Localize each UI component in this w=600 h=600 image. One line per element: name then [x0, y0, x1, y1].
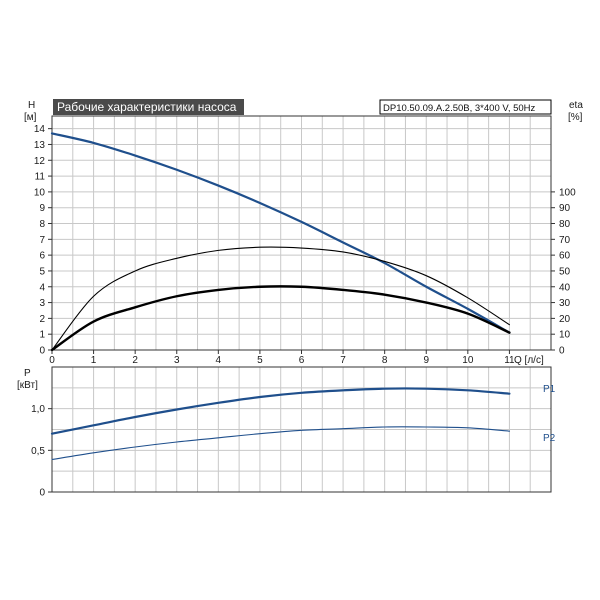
right-y-tick-label: 70 — [559, 235, 571, 246]
title-background — [53, 99, 244, 115]
bottom-frame — [51, 366, 552, 493]
x-tick-label: 10 — [462, 355, 474, 366]
right-y-tick-label: 40 — [559, 282, 571, 293]
bottom-plot-border — [51, 366, 552, 493]
right-y-tick-label: 50 — [559, 266, 571, 277]
right-y-tick-label: 10 — [559, 330, 571, 341]
x-axis-label-q: Q [л/с] — [514, 355, 544, 366]
right-y-tick-label: 80 — [559, 219, 571, 230]
left-y-tick-label: 6 — [39, 251, 45, 262]
top-series — [50, 132, 511, 352]
left-y-tick-label: 13 — [34, 140, 46, 151]
x-tick-label: 5 — [257, 355, 263, 366]
right-y-tick-label: 60 — [559, 251, 571, 262]
left-y-tick-label: 3 — [39, 298, 45, 309]
top-ticks: 0 1 2 3 4 5 6 7 8 9 10 1101234567891011121314010203… — [34, 124, 576, 366]
bottom-y-tick-label: 1,0 — [31, 404, 45, 415]
left-y-tick-label: 9 — [39, 203, 45, 214]
x-tick-label: 9 — [423, 355, 429, 366]
x-tick-label: 6 — [299, 355, 305, 366]
x-tick-label: 1 — [91, 355, 97, 366]
left-y-tick-label: 4 — [39, 282, 45, 293]
left-y-tick-label: 8 — [39, 219, 45, 230]
left-axis-label-h-unit: [м] — [24, 112, 37, 123]
right-y-tick-label: 30 — [559, 298, 571, 309]
bottom-y-tick-label: 0 — [39, 488, 45, 499]
bottom-grid — [51, 366, 552, 493]
x-tick-label: 3 — [174, 355, 180, 366]
x-tick-label: 4 — [216, 355, 222, 366]
x-tick-label: 11 — [504, 355, 515, 366]
left-y-tick-label: 1 — [39, 330, 45, 341]
right-y-tick-label: 20 — [559, 314, 571, 325]
p2-curve-line — [51, 426, 510, 461]
x-tick-label: 0 — [49, 355, 55, 366]
left-y-tick-label: 5 — [39, 266, 45, 277]
series-label-p2: P2 — [543, 433, 556, 444]
efficiency-curve-thick-line — [50, 285, 511, 352]
left-y-tick-label: 14 — [34, 124, 46, 135]
bottom-ticks: 0 0,5 1,0 — [31, 404, 52, 499]
right-axis-label-eta-unit: [%] — [568, 112, 583, 123]
hq-curve-line — [50, 132, 511, 334]
right-y-tick-label: 0 — [559, 346, 565, 357]
left-y-tick-label: 7 — [39, 235, 45, 246]
model-box — [379, 99, 552, 115]
left-y-tick-label: 11 — [35, 172, 46, 183]
left-y-tick-label: 2 — [39, 314, 45, 325]
right-y-tick-label: 100 — [559, 187, 576, 198]
x-tick-label: 2 — [132, 355, 138, 366]
left-y-tick-label: 12 — [34, 156, 46, 167]
bottom-axis-label-p-unit: [кВт] — [17, 380, 38, 391]
left-y-tick-label: 0 — [39, 346, 45, 357]
chart-title: Рабочие характеристики насоса — [57, 100, 237, 114]
p1-curve-line — [50, 387, 511, 435]
top-grid — [51, 116, 552, 351]
efficiency-curve-thin-line — [51, 246, 510, 351]
model-label: DP10.50.09.A.2.50B, 3*400 V, 50Hz — [383, 103, 536, 114]
x-tick-label: 7 — [340, 355, 346, 366]
bottom-axis-label-p: P — [24, 368, 31, 379]
x-tick-label: 8 — [382, 355, 388, 366]
right-y-tick-label: 90 — [559, 203, 571, 214]
left-y-tick-label: 10 — [34, 187, 46, 198]
bottom-y-tick-label: 0,5 — [31, 446, 45, 457]
series-label-p1: P1 — [543, 384, 556, 395]
right-axis-label-eta: eta — [569, 100, 583, 111]
left-axis-label-h: H — [28, 100, 35, 111]
bottom-series — [50, 387, 511, 461]
